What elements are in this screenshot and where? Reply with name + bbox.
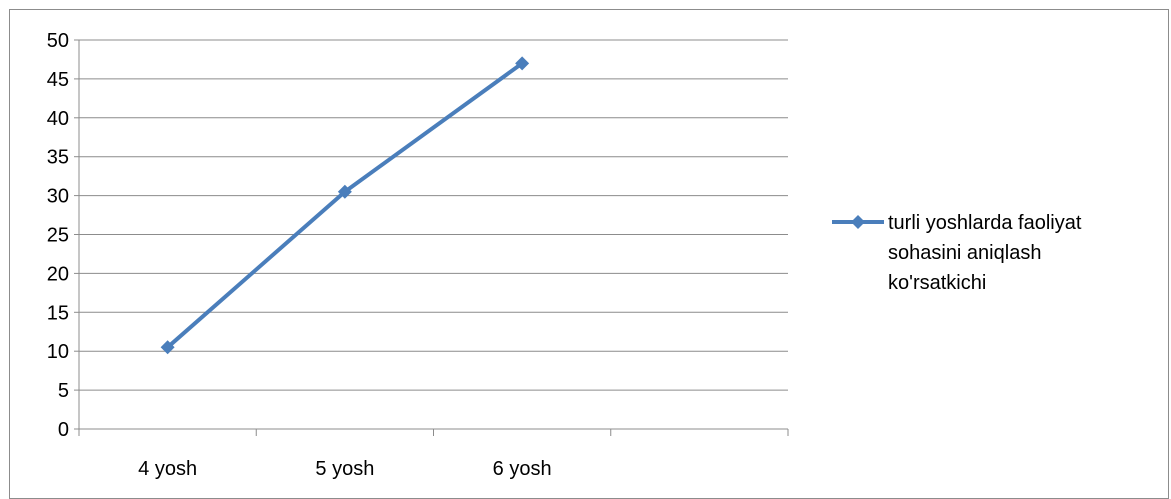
data-point-marker [160,340,175,355]
y-tick-label: 0 [58,419,69,441]
y-tick-label: 50 [47,30,69,52]
y-tick-label: 15 [47,302,69,324]
y-tick-label: 10 [47,341,69,363]
legend-marker [851,215,865,229]
chart-frame [9,9,1169,499]
y-tick-label: 40 [47,108,69,130]
legend: turli yoshlarda faoliyat sohasini aniqlas… [832,212,1082,294]
x-tick-label: 4 yosh [138,458,197,480]
legend-label: turli yoshlarda faoliyat [888,212,1082,234]
y-tick-label: 5 [58,380,69,402]
series-line [165,61,525,350]
y-tick-label: 35 [47,147,69,169]
legend-label: ko'rsatkichi [888,272,986,294]
y-axis-tick-labels: 0 5 10 15 20 25 30 35 40 45 50 [47,30,69,441]
y-tick-label: 25 [47,225,69,247]
data-point-marker [337,184,352,199]
y-tick-label: 45 [47,69,69,91]
series [160,56,530,355]
gridlines [79,39,788,391]
y-tick-label: 30 [47,186,69,208]
legend-label: sohasini aniqlash [888,242,1041,264]
axes [74,39,789,436]
data-point-marker [515,56,530,71]
x-tick-label: 5 yosh [315,458,374,480]
y-tick-label: 20 [47,263,69,285]
x-axis-tick-labels: 4 yosh 5 yosh 6 yosh [138,458,551,480]
x-tick-label: 6 yosh [493,458,552,480]
